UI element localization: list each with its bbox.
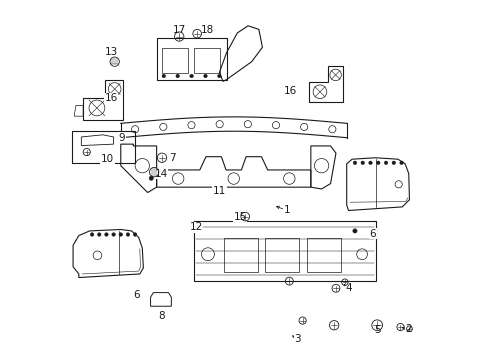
Circle shape [126,233,129,236]
Text: 6: 6 [369,229,375,239]
Circle shape [90,233,94,236]
Circle shape [97,233,101,236]
Text: 18: 18 [201,25,214,35]
Circle shape [162,74,165,78]
Circle shape [133,233,137,236]
Circle shape [352,229,356,233]
Text: 8: 8 [158,311,164,320]
Bar [156,39,226,80]
Circle shape [104,233,108,236]
Circle shape [384,161,387,165]
Circle shape [112,233,115,236]
Text: 7: 7 [168,153,175,163]
Bar [193,221,376,281]
Bar [162,48,187,73]
Text: 3: 3 [294,333,300,343]
Text: 14: 14 [154,168,167,179]
Bar [265,238,299,272]
Text: 12: 12 [189,222,203,232]
Text: 16: 16 [104,93,118,103]
Text: 16: 16 [283,86,296,96]
Circle shape [149,176,153,180]
Circle shape [376,161,379,165]
Circle shape [217,74,221,78]
Circle shape [176,74,179,78]
Bar [194,48,220,73]
Bar [72,131,135,163]
Bar [224,238,258,272]
Bar [306,238,340,272]
Text: 5: 5 [374,325,381,335]
Text: 4: 4 [345,283,351,293]
Text: 9: 9 [118,133,125,143]
Text: 11: 11 [212,186,225,197]
Circle shape [189,74,193,78]
Text: 2: 2 [405,324,411,334]
Text: 6: 6 [133,291,139,301]
Circle shape [368,161,371,165]
Text: 13: 13 [104,46,118,57]
Text: 1: 1 [283,206,289,216]
Circle shape [352,161,356,165]
Text: 17: 17 [172,25,185,35]
Text: 15: 15 [233,212,246,221]
Circle shape [203,74,207,78]
Circle shape [399,161,403,165]
Circle shape [360,161,364,165]
Circle shape [119,233,122,236]
Circle shape [391,161,395,165]
Text: 10: 10 [101,154,114,164]
